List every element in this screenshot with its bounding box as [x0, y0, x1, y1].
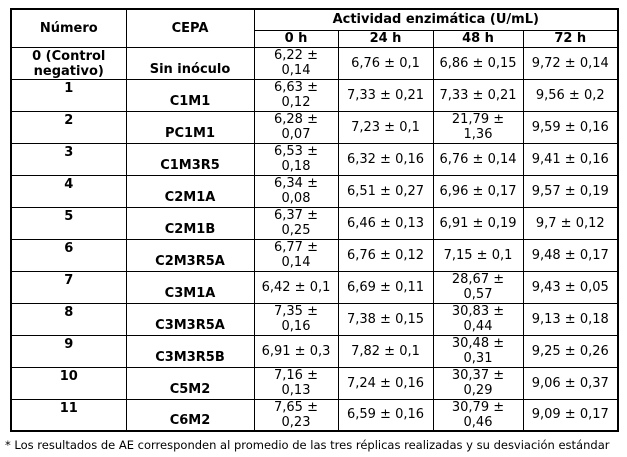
- table-row: 6 C2M3R5A 6,77 ± 0,14 6,76 ± 0,12 7,15 ±…: [10, 238, 619, 272]
- cell-numero: 0 (Control negativo): [10, 46, 127, 80]
- cell-0h: 6,91 ± 0,3: [253, 334, 339, 368]
- cell-48h: 6,76 ± 0,14: [432, 142, 524, 176]
- column-header-24h: 24 h: [337, 29, 434, 48]
- cell-24h: 6,51 ± 0,27: [337, 174, 434, 208]
- column-header-72h: 72 h: [522, 29, 619, 48]
- table-row: 10 C5M2 7,16 ± 0,13 7,24 ± 0,16 30,37 ± …: [10, 366, 619, 400]
- cell-numero: 5: [10, 206, 127, 240]
- table-row: 8 C3M3R5A 7,35 ± 0,16 7,38 ± 0,15 30,83 …: [10, 302, 619, 336]
- column-header-0h: 0 h: [253, 29, 339, 48]
- group-header-row: Número CEPA Actividad enzimática (U/mL): [10, 8, 619, 48]
- cell-24h: 6,76 ± 0,12: [337, 238, 434, 272]
- table-row: 11 C6M2 7,65 ± 0,23 6,59 ± 0,16 30,79 ± …: [10, 398, 619, 432]
- cell-72h: 9,56 ± 0,2: [522, 78, 619, 112]
- cell-72h: 9,48 ± 0,17: [522, 238, 619, 272]
- cell-cepa: Sin inóculo: [125, 46, 255, 80]
- cell-48h: 6,96 ± 0,17: [432, 174, 524, 208]
- cell-24h: 6,32 ± 0,16: [337, 142, 434, 176]
- cell-48h: 6,86 ± 0,15: [432, 46, 524, 80]
- cell-numero: 2: [10, 110, 127, 144]
- cell-cepa: C1M3R5: [125, 142, 255, 176]
- cell-0h: 6,22 ± 0,14: [253, 46, 339, 80]
- table-row: 9 C3M3R5B 6,91 ± 0,3 7,82 ± 0,1 30,48 ± …: [10, 334, 619, 368]
- cell-24h: 7,24 ± 0,16: [337, 366, 434, 400]
- cell-24h: 6,59 ± 0,16: [337, 398, 434, 432]
- cell-0h: 6,63 ± 0,12: [253, 78, 339, 112]
- cell-cepa: C3M3R5B: [125, 334, 255, 368]
- cell-48h: 30,48 ± 0,31: [432, 334, 524, 368]
- cell-72h: 9,06 ± 0,37: [522, 366, 619, 400]
- cell-numero: 6: [10, 238, 127, 272]
- table-row: 7 C3M1A 6,42 ± 0,1 6,69 ± 0,11 28,67 ± 0…: [10, 270, 619, 304]
- cell-cepa: C6M2: [125, 398, 255, 432]
- cell-72h: 9,43 ± 0,05: [522, 270, 619, 304]
- cell-numero: 7: [10, 270, 127, 304]
- cell-48h: 7,15 ± 0,1: [432, 238, 524, 272]
- cell-cepa: C1M1: [125, 78, 255, 112]
- footnote: * Los resultados de AE corresponden al p…: [5, 438, 610, 452]
- cell-cepa: C2M3R5A: [125, 238, 255, 272]
- cell-cepa: C3M3R5A: [125, 302, 255, 336]
- cell-0h: 7,65 ± 0,23: [253, 398, 339, 432]
- cell-cepa: C5M2: [125, 366, 255, 400]
- cell-numero: 8: [10, 302, 127, 336]
- cell-24h: 7,33 ± 0,21: [337, 78, 434, 112]
- cell-72h: 9,72 ± 0,14: [522, 46, 619, 80]
- column-header-cepa: CEPA: [125, 8, 255, 48]
- table-row: 5 C2M1B 6,37 ± 0,25 6,46 ± 0,13 6,91 ± 0…: [10, 206, 619, 240]
- cell-24h: 6,76 ± 0,1: [337, 46, 434, 80]
- cell-cepa: C2M1A: [125, 174, 255, 208]
- cell-48h: 21,79 ± 1,36: [432, 110, 524, 144]
- cell-24h: 7,38 ± 0,15: [337, 302, 434, 336]
- cell-0h: 6,34 ± 0,08: [253, 174, 339, 208]
- column-header-48h: 48 h: [432, 29, 524, 48]
- cell-24h: 6,69 ± 0,11: [337, 270, 434, 304]
- cell-0h: 6,42 ± 0,1: [253, 270, 339, 304]
- cell-72h: 9,7 ± 0,12: [522, 206, 619, 240]
- cell-numero: 11: [10, 398, 127, 432]
- cell-numero: 1: [10, 78, 127, 112]
- cell-48h: 30,83 ± 0,44: [432, 302, 524, 336]
- table-row: 1 C1M1 6,63 ± 0,12 7,33 ± 0,21 7,33 ± 0,…: [10, 78, 619, 112]
- column-header-numero: Número: [10, 8, 127, 48]
- cell-0h: 6,77 ± 0,14: [253, 238, 339, 272]
- cell-72h: 9,25 ± 0,26: [522, 334, 619, 368]
- table-row: 3 C1M3R5 6,53 ± 0,18 6,32 ± 0,16 6,76 ± …: [10, 142, 619, 176]
- cell-numero: 4: [10, 174, 127, 208]
- cell-0h: 6,37 ± 0,25: [253, 206, 339, 240]
- cell-cepa: PC1M1: [125, 110, 255, 144]
- table-header: Número CEPA Actividad enzimática (U/mL) …: [10, 8, 619, 48]
- cell-cepa: C3M1A: [125, 270, 255, 304]
- cell-cepa: C2M1B: [125, 206, 255, 240]
- cell-0h: 7,35 ± 0,16: [253, 302, 339, 336]
- table-row: 0 (Control negativo) Sin inóculo 6,22 ± …: [10, 46, 619, 80]
- cell-0h: 6,28 ± 0,07: [253, 110, 339, 144]
- table-row: 2 PC1M1 6,28 ± 0,07 7,23 ± 0,1 21,79 ± 1…: [10, 110, 619, 144]
- cell-72h: 9,41 ± 0,16: [522, 142, 619, 176]
- cell-0h: 6,53 ± 0,18: [253, 142, 339, 176]
- cell-24h: 6,46 ± 0,13: [337, 206, 434, 240]
- column-group-header-actividad: Actividad enzimática (U/mL): [253, 8, 619, 31]
- cell-48h: 6,91 ± 0,19: [432, 206, 524, 240]
- table-row: 4 C2M1A 6,34 ± 0,08 6,51 ± 0,27 6,96 ± 0…: [10, 174, 619, 208]
- cell-72h: 9,09 ± 0,17: [522, 398, 619, 432]
- cell-24h: 7,82 ± 0,1: [337, 334, 434, 368]
- cell-0h: 7,16 ± 0,13: [253, 366, 339, 400]
- cell-48h: 30,37 ± 0,29: [432, 366, 524, 400]
- cell-24h: 7,23 ± 0,1: [337, 110, 434, 144]
- cell-numero: 9: [10, 334, 127, 368]
- cell-48h: 30,79 ± 0,46: [432, 398, 524, 432]
- cell-72h: 9,13 ± 0,18: [522, 302, 619, 336]
- cell-numero: 3: [10, 142, 127, 176]
- cell-72h: 9,59 ± 0,16: [522, 110, 619, 144]
- enzyme-activity-table: Número CEPA Actividad enzimática (U/mL) …: [10, 8, 620, 432]
- cell-numero: 10: [10, 366, 127, 400]
- cell-72h: 9,57 ± 0,19: [522, 174, 619, 208]
- cell-48h: 28,67 ± 0,57: [432, 270, 524, 304]
- table-body: 0 (Control negativo) Sin inóculo 6,22 ± …: [10, 46, 619, 432]
- cell-48h: 7,33 ± 0,21: [432, 78, 524, 112]
